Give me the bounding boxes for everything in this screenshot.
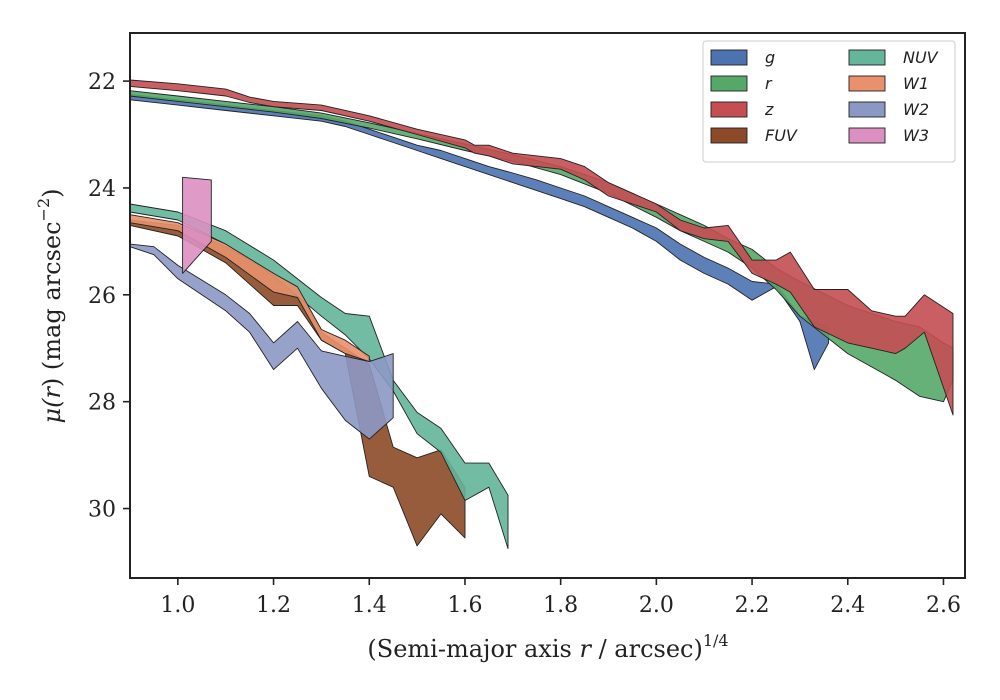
legend-swatch-z — [710, 101, 748, 118]
legend-label-r: r — [765, 74, 773, 93]
legend-label-w2: W2 — [903, 100, 929, 119]
y-tick-label: 22 — [88, 70, 116, 95]
y-axis-ticks: 22 24 26 28 30 — [88, 70, 130, 523]
y-tick-label: 30 — [88, 498, 116, 523]
x-axis-label: (Semi-major axis r / arcsec)1/4 — [367, 631, 728, 663]
band-w3 — [182, 176, 212, 274]
legend-label-nuv: NUV — [903, 48, 939, 67]
legend-label-w3: W3 — [903, 126, 929, 145]
x-tick-label: 1.6 — [447, 593, 482, 618]
x-tick-label: 2.6 — [926, 593, 961, 618]
y-tick-label: 26 — [88, 284, 116, 309]
series-bands — [129, 79, 954, 550]
band-g — [129, 93, 830, 371]
legend-label-z: z — [764, 100, 774, 119]
y-tick-label: 24 — [88, 177, 116, 202]
x-tick-label: 1.0 — [160, 593, 195, 618]
legend-swatch-fuv — [710, 127, 748, 144]
x-axis-ticks: 1.0 1.2 1.4 1.6 1.8 2.0 2.2 2.4 2.6 — [160, 578, 961, 618]
legend-swatch-w3 — [848, 127, 886, 144]
legend-label-g: g — [765, 48, 775, 67]
x-tick-label: 2.2 — [735, 593, 770, 618]
x-tick-label: 1.4 — [352, 593, 387, 618]
legend-label-fuv: FUV — [765, 126, 798, 145]
x-tick-label: 2.0 — [639, 593, 674, 618]
legend-swatch-w1 — [848, 75, 886, 92]
band-w2 — [129, 243, 394, 440]
legend-swatch-nuv — [848, 49, 886, 66]
band-w1 — [129, 214, 370, 363]
legend-label-w1: W1 — [903, 74, 929, 93]
legend-swatch-w2 — [848, 101, 886, 118]
plot-frame — [129, 32, 966, 579]
legend-box — [702, 40, 956, 163]
x-tick-label: 2.4 — [830, 593, 865, 618]
band-z — [129, 79, 954, 416]
y-tick-label: 28 — [88, 391, 116, 416]
x-tick-label: 1.2 — [256, 593, 291, 618]
legend: grz FUV NUV W1 W2 W3 — [702, 40, 956, 163]
y-axis-label: μ(r) (mag arcsec−2) — [34, 188, 66, 423]
legend-swatch-g — [710, 49, 748, 66]
legend-swatch-r — [710, 75, 748, 92]
x-tick-label: 1.8 — [543, 593, 578, 618]
